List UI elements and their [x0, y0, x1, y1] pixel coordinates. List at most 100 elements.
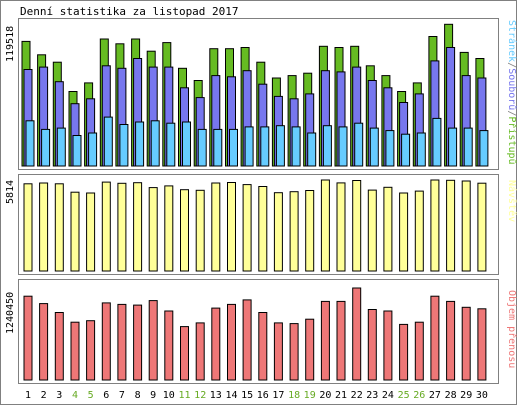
x-label-day-15: 15 [241, 390, 253, 401]
visits-bar-4 [70, 191, 80, 272]
transfer-bar-9 [148, 300, 158, 381]
pages-bar-25 [401, 133, 411, 167]
pages-bar-24 [385, 130, 395, 167]
visits-bar-26 [414, 190, 424, 272]
pages-bar-4 [72, 135, 82, 167]
legend-sep-1: / [506, 62, 517, 68]
transfer-bar-10 [164, 310, 174, 381]
x-label-day-21: 21 [335, 390, 347, 401]
x-label-day-9: 9 [150, 390, 156, 401]
pages-bar-2 [41, 128, 51, 167]
transfer-bar-17 [273, 322, 283, 381]
legend-sep-2: / [506, 110, 517, 116]
transfer-bar-20 [320, 300, 330, 381]
visits-bar-25 [399, 192, 409, 272]
transfer-bar-13 [211, 307, 221, 381]
x-label-day-19: 19 [304, 390, 316, 401]
bars-bottom [23, 287, 487, 381]
pages-bar-20 [322, 125, 332, 167]
pages-bar-30 [479, 130, 489, 167]
y-max-label-middle: 5814 [5, 180, 16, 204]
panel-hits-files-pages: 119518 Stránek/Souborů/Přístupů [5, 18, 517, 170]
x-label-day-29: 29 [460, 390, 472, 401]
visits-bar-27 [430, 179, 440, 272]
visits-bar-29 [461, 180, 471, 272]
transfer-bar-28 [446, 300, 456, 381]
x-label-day-22: 22 [351, 390, 363, 401]
pages-bar-6 [103, 116, 113, 167]
x-label-day-28: 28 [445, 390, 457, 401]
transfer-bar-16 [258, 312, 268, 381]
visits-bar-16 [258, 186, 268, 272]
x-label-day-16: 16 [257, 390, 269, 401]
pages-bar-14 [229, 128, 238, 167]
pages-bar-16 [260, 126, 270, 167]
visits-bar-24 [383, 186, 393, 272]
transfer-bar-19 [305, 318, 315, 381]
visits-bar-19 [305, 190, 315, 272]
visits-bar-11 [180, 189, 189, 272]
x-label-day-27: 27 [429, 390, 441, 401]
transfer-bar-23 [367, 309, 377, 381]
visits-bar-2 [39, 182, 49, 272]
visits-bar-18 [289, 191, 299, 272]
pages-bar-26 [416, 132, 426, 167]
visits-bar-22 [352, 180, 362, 272]
bars-top [21, 23, 489, 167]
x-label-day-30: 30 [476, 390, 488, 401]
x-label-day-4: 4 [72, 390, 78, 401]
transfer-bar-25 [399, 323, 409, 381]
legend-top: Stránek/Souborů/Přístupů [506, 20, 517, 165]
visits-bar-20 [320, 179, 330, 272]
transfer-bar-14 [227, 303, 236, 381]
visits-bar-9 [148, 187, 158, 272]
pages-bar-10 [166, 122, 176, 167]
pages-bar-8 [135, 121, 145, 167]
pages-bar-13 [213, 128, 223, 167]
y-max-label-top: 119518 [5, 26, 16, 62]
transfer-bar-30 [477, 308, 487, 381]
visits-bar-14 [227, 182, 236, 272]
x-axis-day-labels: 1 2 3 4 5 6 7 8 9 10 11 12 13 14 15 16 17 18 19 20 21 22 23 24 2… [25, 390, 488, 401]
pages-bar-7 [119, 124, 129, 167]
x-label-day-8: 8 [135, 390, 141, 401]
x-label-day-24: 24 [382, 390, 394, 401]
x-label-day-7: 7 [119, 390, 125, 401]
visits-bar-17 [273, 192, 283, 272]
x-label-day-3: 3 [56, 390, 62, 401]
transfer-bar-26 [414, 321, 424, 381]
transfer-bar-8 [133, 304, 143, 381]
transfer-bar-7 [117, 303, 127, 381]
visits-bar-1 [23, 183, 33, 272]
visits-bar-21 [336, 182, 346, 272]
x-label-day-5: 5 [88, 390, 94, 401]
y-max-label-bottom: 1240450 [5, 292, 16, 334]
transfer-bar-11 [180, 326, 189, 381]
visits-bar-8 [133, 182, 143, 272]
transfer-bar-5 [86, 320, 96, 381]
transfer-bar-29 [461, 306, 471, 381]
legend-visits: Návštěv [506, 180, 517, 222]
x-label-day-23: 23 [366, 390, 378, 401]
x-label-day-14: 14 [225, 390, 237, 401]
visits-bar-15 [242, 184, 252, 272]
pages-bar-29 [463, 127, 473, 167]
visits-bar-5 [86, 192, 96, 272]
legend-pages: Stránek [506, 20, 517, 62]
visits-bar-23 [367, 189, 377, 272]
pages-bar-12 [197, 128, 207, 167]
pages-bar-21 [338, 126, 348, 167]
visits-bar-3 [54, 183, 64, 272]
x-label-day-18: 18 [288, 390, 300, 401]
transfer-bar-6 [101, 302, 111, 381]
panel-visits: 5814 Návštěv [5, 174, 517, 275]
transfer-bar-4 [70, 321, 80, 381]
x-label-day-11: 11 [178, 390, 190, 401]
pages-bar-19 [307, 132, 317, 167]
x-label-day-26: 26 [413, 390, 425, 401]
pages-bar-28 [448, 127, 458, 167]
panel-transfer: 1240450 Objem přenosu [5, 279, 517, 384]
legend-hits: Přístupů [506, 116, 517, 164]
transfer-bar-2 [39, 303, 49, 381]
